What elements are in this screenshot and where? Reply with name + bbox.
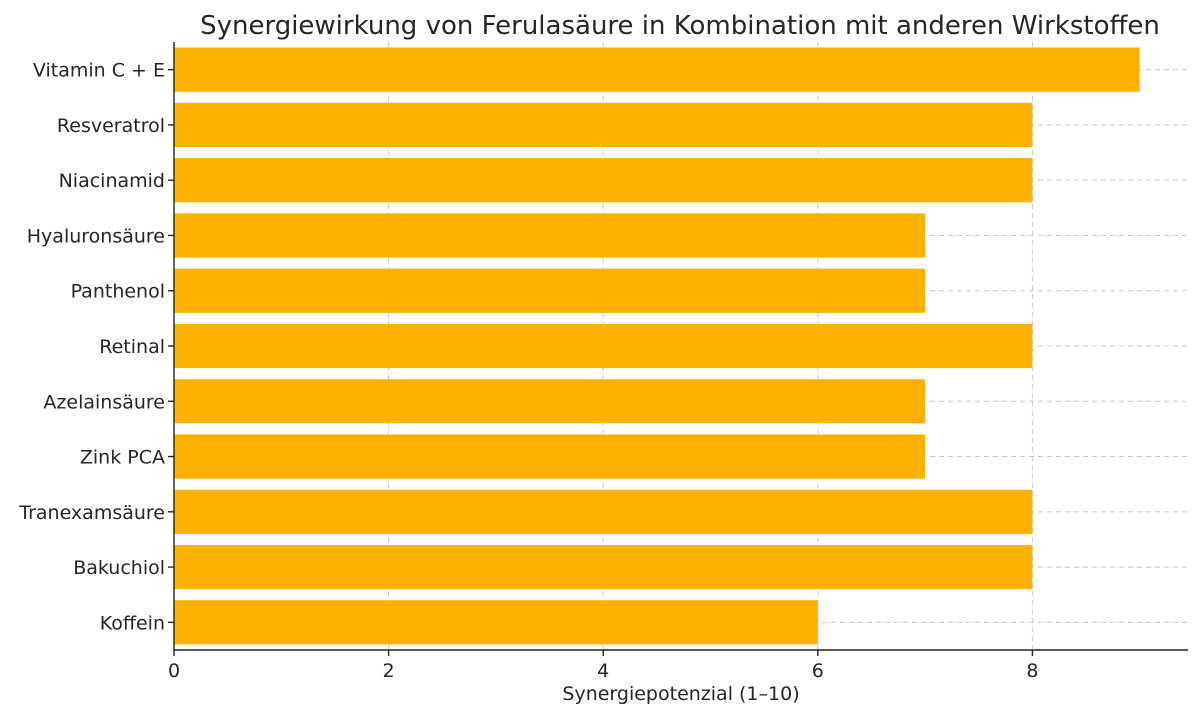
y-tick-label: Resveratrol — [57, 115, 165, 137]
y-tick-label: Niacinamid — [59, 170, 165, 192]
axis-layer: Vitamin C + E Resveratrol Niacinamid Hyalur… — [18, 42, 1188, 682]
bar-1 — [174, 47, 1140, 92]
bar-2 — [174, 102, 1033, 148]
x-tick-label: 8 — [1026, 660, 1038, 682]
y-tick-label: Bakuchiol — [73, 557, 165, 579]
bar-10 — [174, 544, 1033, 590]
y-tick-label: Panthenol — [71, 281, 165, 303]
y-tick-label: Vitamin C + E — [33, 60, 165, 82]
bar-layer — [174, 47, 1140, 645]
y-tick-label: Hyaluronsäure — [27, 225, 165, 247]
x-tick-label: 2 — [383, 660, 395, 682]
chart-title: Synergiewirkung von Ferulasäure in Kombi… — [200, 11, 1160, 41]
bar-3 — [174, 158, 1033, 203]
y-tick-label: Retinal — [99, 336, 165, 358]
bar-7 — [174, 379, 926, 424]
bar-8 — [174, 434, 926, 479]
y-tick-label: Koffein — [100, 612, 165, 634]
bar-4 — [174, 213, 926, 258]
bar-9 — [174, 489, 1033, 534]
x-tick-label: 4 — [597, 660, 609, 682]
bar-11 — [174, 600, 818, 645]
y-tick-label: Tranexamsäure — [18, 502, 165, 524]
y-tick-label: Azelainsäure — [43, 391, 165, 413]
x-tick-label: 6 — [812, 660, 824, 682]
x-axis-label: Synergiepotenzial (1–10) — [562, 683, 799, 705]
bar-6 — [174, 323, 1033, 369]
x-tick-label: 0 — [168, 660, 180, 682]
y-tick-label: Zink PCA — [80, 447, 165, 469]
bar-5 — [174, 268, 926, 313]
